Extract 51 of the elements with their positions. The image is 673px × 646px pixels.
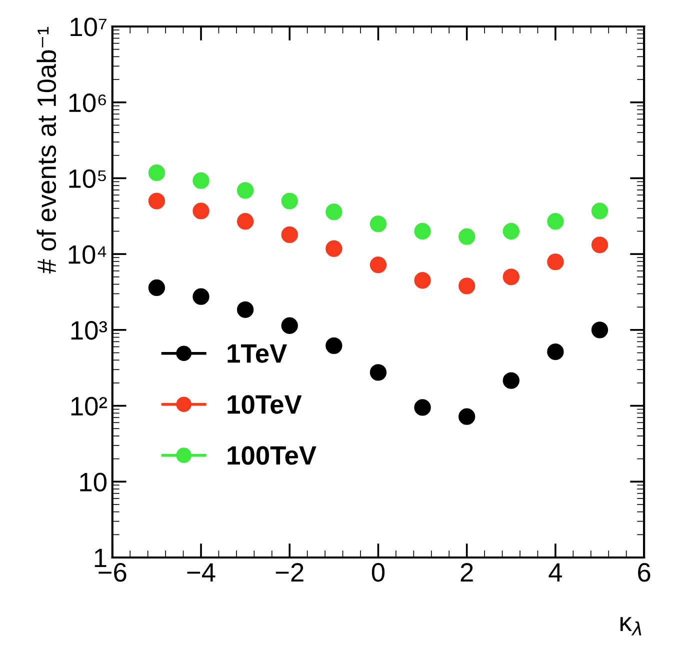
legend-label: 100TeV bbox=[228, 446, 316, 465]
point bbox=[326, 204, 342, 220]
point bbox=[370, 216, 387, 232]
x-tick-label: −2 bbox=[276, 563, 304, 582]
point bbox=[547, 253, 564, 270]
point bbox=[236, 182, 254, 199]
x-tick-label: −4 bbox=[187, 563, 216, 582]
y-tick-label: 10⁷ bbox=[70, 18, 106, 36]
point bbox=[502, 222, 520, 240]
point bbox=[281, 317, 298, 334]
y-tick-label: 10² bbox=[71, 396, 108, 416]
y-tick-label: 10⁵ bbox=[69, 169, 106, 188]
point bbox=[414, 399, 431, 416]
x-tick-label: 2 bbox=[460, 563, 473, 582]
point bbox=[148, 192, 166, 210]
legend-label: 1TeV bbox=[228, 344, 288, 363]
x-tick-label: 6 bbox=[638, 563, 650, 582]
point bbox=[414, 222, 431, 240]
point bbox=[458, 278, 476, 294]
point bbox=[547, 213, 564, 230]
x-axis-title: κ$_{λ}$ bbox=[620, 617, 642, 636]
point bbox=[236, 213, 254, 230]
point bbox=[591, 236, 608, 254]
point bbox=[502, 268, 520, 286]
point bbox=[326, 240, 342, 257]
y-axis-title: # of events at 10ab⁻¹ bbox=[36, 27, 56, 274]
point bbox=[281, 192, 298, 210]
point bbox=[591, 322, 608, 338]
y-tick-label: 10⁶ bbox=[69, 93, 106, 112]
point bbox=[281, 226, 298, 244]
point bbox=[370, 364, 387, 381]
point bbox=[326, 337, 342, 354]
point bbox=[192, 202, 210, 220]
point bbox=[236, 301, 254, 318]
point bbox=[458, 228, 476, 245]
point bbox=[502, 372, 520, 389]
point bbox=[547, 343, 564, 360]
point bbox=[591, 202, 608, 220]
y-tick-label: 10 bbox=[80, 472, 106, 492]
point bbox=[192, 172, 210, 189]
point bbox=[192, 288, 210, 305]
point bbox=[458, 408, 476, 425]
y-tick-label: 10³ bbox=[71, 321, 108, 340]
point bbox=[148, 164, 166, 182]
point bbox=[414, 272, 431, 289]
y-tick-label: 10⁴ bbox=[68, 245, 106, 264]
x-tick-label: 4 bbox=[548, 563, 562, 582]
x-tick-label: 0 bbox=[372, 563, 385, 582]
legend-label: 10TeV bbox=[228, 395, 302, 414]
point bbox=[370, 256, 387, 274]
point bbox=[148, 279, 166, 296]
